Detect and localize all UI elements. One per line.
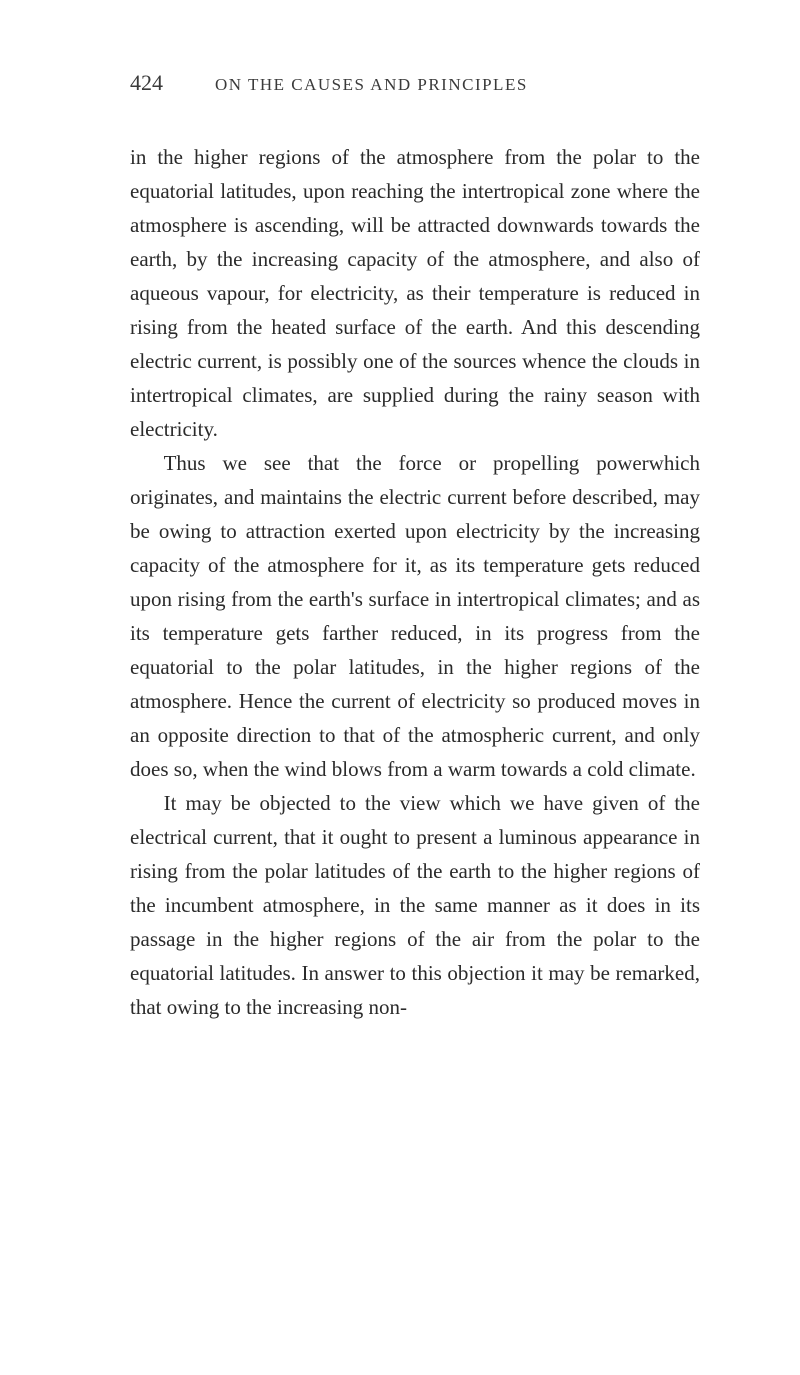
paragraph: in the higher regions of the atmosphere … — [130, 140, 700, 446]
paragraph: Thus we see that the force or propelling… — [130, 446, 700, 786]
running-head: ON THE CAUSES AND PRINCIPLES — [215, 75, 528, 95]
paragraph: It may be objected to the view which we … — [130, 786, 700, 1024]
document-page: 424 ON THE CAUSES AND PRINCIPLES in the … — [0, 0, 800, 1084]
page-number: 424 — [130, 70, 163, 96]
page-header: 424 ON THE CAUSES AND PRINCIPLES — [130, 70, 700, 96]
body-text: in the higher regions of the atmosphere … — [130, 140, 700, 1024]
